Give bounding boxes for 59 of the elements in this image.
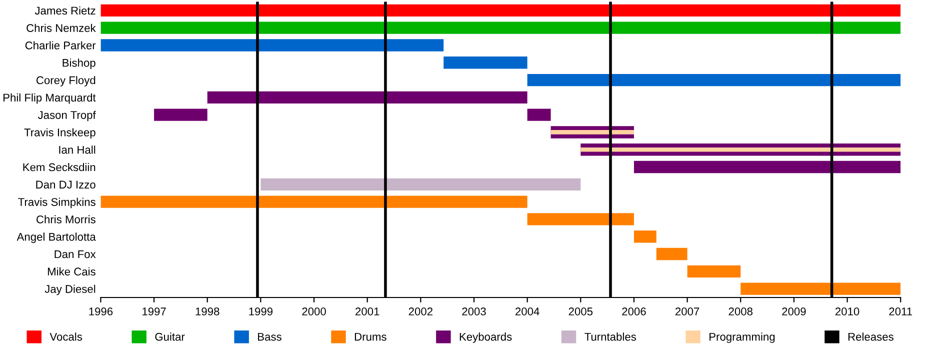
legend-label: Keyboards [460, 332, 512, 343]
x-tick-label: 2000 [302, 308, 326, 316]
x-tick-label: 1998 [196, 308, 220, 316]
legend-label: Drums [354, 332, 386, 341]
legend-label: Releases [848, 332, 894, 341]
y-tick-label: Charlie Parker [25, 41, 96, 50]
bar [656, 248, 688, 260]
x-tick-label: 1999 [249, 308, 273, 316]
y-tick-label: Chris Morris [36, 215, 96, 224]
bar [740, 282, 901, 295]
x-tick-label: 2005 [568, 308, 593, 316]
y-tick-label: Phil Flip Marquardt [4, 93, 96, 104]
y-tick-label: Jay Diesel [44, 284, 96, 296]
bar [527, 213, 634, 226]
x-tick-label: 2001 [356, 308, 380, 316]
y-tick-label: Corey Floyd [36, 76, 96, 86]
x-tick-label: 1996 [89, 308, 113, 316]
bar [634, 160, 901, 174]
bar [100, 196, 528, 208]
bar [550, 130, 634, 134]
y-tick-label: Dan DJ Izzo [36, 180, 96, 189]
bar [580, 147, 901, 152]
y-tick-label: Travis Inskeep [24, 128, 96, 139]
x-tick-label: 2004 [516, 308, 540, 316]
y-tick-label: James Rietz [34, 6, 96, 15]
x-tick-label: 1997 [142, 308, 166, 316]
bar [527, 108, 551, 121]
y-tick-label: Travis Simpkins [18, 198, 96, 208]
legend-label: Vocals [50, 332, 82, 341]
y-tick-label: Jason Tropf [38, 110, 96, 122]
bar [687, 265, 741, 278]
y-tick-label: Angel Bartolotta [16, 232, 96, 243]
x-tick-label: 2009 [782, 308, 806, 316]
bar [444, 56, 528, 69]
y-tick-label: Mike Cais [48, 267, 96, 276]
y-tick-label: Ian Hall [59, 146, 96, 154]
x-tick-label: 2010 [835, 308, 860, 316]
bar [154, 108, 208, 121]
y-tick-label: Kem Secksdiin [23, 162, 96, 172]
legend-label: Turntables [584, 332, 636, 341]
bar [100, 22, 901, 34]
bar [527, 74, 901, 86]
x-tick-label: 2006 [622, 308, 646, 316]
x-tick-label: 2003 [462, 308, 486, 316]
bar [207, 91, 528, 104]
x-tick-label: 2002 [408, 308, 432, 316]
bar [100, 4, 901, 17]
y-tick-label: Dan Fox [54, 250, 96, 258]
legend-label: Guitar [155, 332, 185, 341]
y-tick-label: Chris Nemzek [26, 24, 96, 32]
legend-label: Programming [710, 332, 775, 343]
x-tick-label: 2007 [675, 308, 700, 316]
x-tick-label: 2011 [889, 308, 912, 316]
y-tick-label: Bishop [62, 58, 96, 69]
legend-label: Bass [258, 332, 282, 341]
bar [100, 39, 444, 52]
bar [634, 230, 656, 243]
x-tick-label: 2008 [728, 308, 752, 316]
bar [260, 178, 581, 191]
